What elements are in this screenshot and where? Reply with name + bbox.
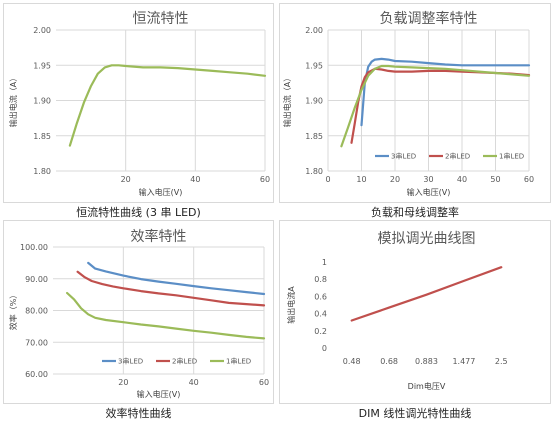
caption-efficiency: 效率特性曲线: [105, 407, 172, 420]
y-tick-label: 0.4: [314, 310, 327, 319]
x-axis-label: 输入电压(V): [407, 187, 451, 197]
x-tick-label: 2.5: [495, 357, 508, 366]
series-line-3串LED: [360, 57, 531, 127]
panel-dimming: 0 0.2 0.4 0.6 0.8 1 0.48 0.68 0.883 1.477 2.5 模拟调光曲…: [279, 220, 551, 404]
y-tick-label: 2.00: [305, 26, 323, 35]
y-axis-label: 输出电流A: [286, 286, 296, 324]
y-tick-label: 1: [322, 258, 327, 267]
y-axis-label: 输出电流（A）: [282, 74, 292, 127]
x-tick-label: 60: [259, 378, 269, 387]
y-tick-label: 80.00: [25, 307, 48, 316]
legend-label: 2串LED: [172, 358, 197, 366]
panel-efficiency: 60.00 70.00 80.00 90.00 100.00 20 40 60 效率特性输入电压…: [3, 220, 274, 404]
panel-constant-current: 1.80 1.85 1.90 1.95 2.00 20 40 60 恒流特性输入电压(V) 输出电…: [3, 3, 274, 203]
legend-label: 2串LED: [445, 153, 470, 161]
x-tick-label: 0.883: [415, 357, 438, 366]
x-tick-label: 40: [457, 175, 467, 184]
chart-title: 效率特性: [131, 228, 187, 245]
y-tick-label: 0.8: [314, 275, 327, 284]
legend-label: 3串LED: [118, 358, 143, 366]
y-tick-label: 60.00: [25, 370, 48, 379]
series-line-0: [350, 266, 503, 322]
x-axis-label: 输入电压(V): [139, 187, 183, 197]
y-tick-label: 1.95: [305, 61, 323, 70]
y-axis-label: 输出电流（A）: [8, 74, 18, 127]
x-tick-label: 0.48: [343, 357, 361, 366]
caption-load-regulation: 负载和母线调整率: [371, 206, 459, 219]
x-tick-label: 10: [356, 175, 366, 184]
y-tick-label: 100.00: [20, 243, 48, 252]
series-line-1串LED: [65, 291, 266, 340]
legend-label: 1串LED: [226, 358, 251, 366]
legend-label: 1串LED: [499, 153, 524, 161]
x-tick-label: 40: [190, 175, 200, 184]
series-line-2串LED: [350, 67, 531, 144]
x-tick-label: 0.68: [380, 357, 398, 366]
chart-load-regulation: 1.80 1.85 1.90 1.95 2.00 0 10 20 30 40 50 60 负载调整率特性…: [282, 10, 534, 197]
x-tick-label: 0: [325, 175, 330, 184]
y-tick-label: 90.00: [25, 275, 48, 284]
y-tick-label: 1.90: [305, 97, 323, 106]
series-line-1串LED: [340, 64, 531, 148]
y-tick-label: 1.80: [33, 167, 51, 176]
legend-label: 3串LED: [391, 153, 416, 161]
y-axis-label: 效率（%）: [8, 291, 18, 331]
panel-load-regulation: 1.80 1.85 1.90 1.95 2.00 0 10 20 30 40 50 60 负载调整率特性…: [279, 3, 551, 203]
chart-dimming: 0 0.2 0.4 0.6 0.8 1 0.48 0.68 0.883 1.477 2.5 模拟调光曲…: [286, 231, 508, 391]
series-line-0: [68, 64, 267, 147]
y-tick-label: 2.00: [33, 26, 51, 35]
x-axis-label: 输入电压(V): [137, 389, 181, 399]
y-tick-label: 1.85: [33, 132, 51, 141]
y-tick-label: 1.95: [33, 61, 51, 70]
x-tick-label: 50: [490, 175, 500, 184]
x-tick-label: 1.477: [452, 357, 475, 366]
caption-dimming: DIM 线性调光特性曲线: [358, 407, 472, 420]
chart-title: 模拟调光曲线图: [378, 231, 476, 247]
x-tick-label: 60: [524, 175, 534, 184]
y-tick-label: 1.90: [33, 97, 51, 106]
chart-efficiency: 60.00 70.00 80.00 90.00 100.00 20 40 60 效率特性输入电压…: [8, 228, 269, 399]
x-axis-label: Dim电压V: [408, 381, 446, 391]
x-tick-label: 20: [118, 378, 128, 387]
y-tick-label: 0.2: [314, 327, 327, 336]
x-tick-label: 20: [121, 175, 131, 184]
y-tick-label: 0: [322, 344, 327, 353]
x-tick-label: 30: [423, 175, 433, 184]
y-tick-label: 1.80: [305, 167, 323, 176]
series-line-3串LED: [87, 261, 266, 296]
y-tick-label: 70.00: [25, 338, 48, 347]
chart-title: 恒流特性: [133, 11, 189, 27]
x-tick-label: 40: [189, 378, 199, 387]
chart-title: 负载调整率特性: [380, 10, 478, 27]
caption-constant-current: 恒流特性曲线 (3 串 LED): [76, 206, 201, 219]
y-tick-label: 1.85: [305, 132, 323, 141]
x-tick-label: 60: [260, 175, 270, 184]
series-line-2串LED: [76, 270, 266, 307]
y-tick-label: 0.6: [314, 292, 327, 301]
x-tick-label: 20: [390, 175, 400, 184]
